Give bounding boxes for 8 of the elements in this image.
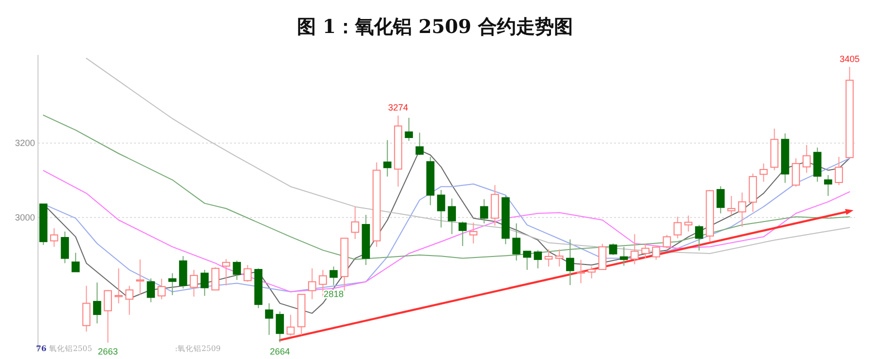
chart-title: 图 1：氧化铝 2509 合约走势图 [297, 16, 573, 38]
annotation: 2663 [98, 346, 118, 357]
annotation: 2664 [270, 346, 290, 356]
line-series [42, 114, 850, 260]
annotation: 3405 [840, 54, 860, 64]
y-tick-label: 3200 [14, 138, 35, 148]
y-tick-label: 3000 [14, 212, 35, 222]
annotation: 3274 [388, 102, 408, 113]
